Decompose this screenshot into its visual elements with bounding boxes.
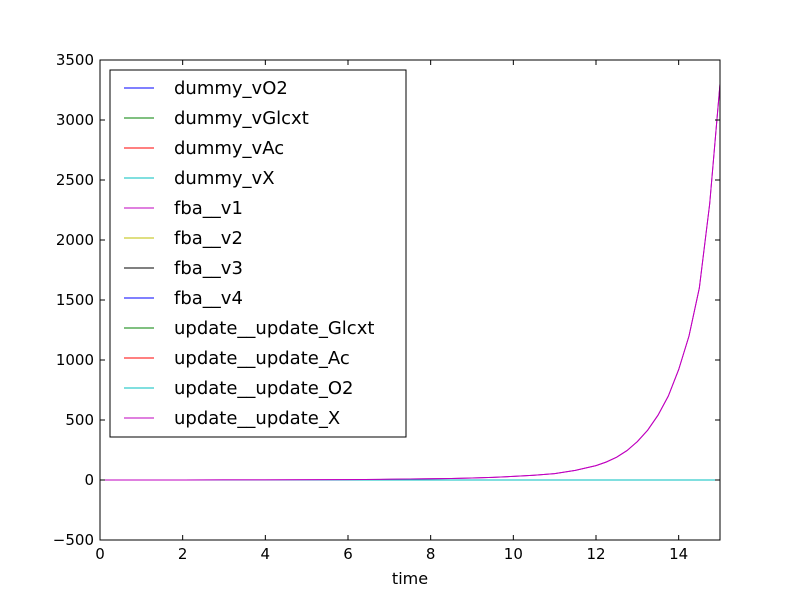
x-tick-label: 6 — [343, 545, 353, 563]
x-tick-label: 0 — [95, 545, 105, 563]
legend-label: fba__v2 — [174, 228, 243, 249]
x-tick-label: 12 — [586, 545, 605, 563]
y-tick-label: 3500 — [56, 51, 94, 69]
legend-box — [109, 69, 407, 438]
series-line-update__update_X — [100, 83, 720, 481]
y-tick-label: 500 — [65, 411, 94, 429]
x-tick-label: 10 — [504, 545, 523, 563]
legend: dummy_vO2 dummy_vGlcxt dummy_vAc dummy_vXfb… — [109, 69, 407, 438]
legend-label: dummy_vO2 — [174, 78, 288, 99]
legend-label: update__update_O2 — [174, 378, 353, 399]
y-tick-label: 1000 — [56, 351, 94, 369]
legend-label: update__update_Glcxt — [174, 318, 374, 339]
x-tick-label: 4 — [261, 545, 271, 563]
legend-label: dummy_vGlcxt — [174, 108, 309, 129]
y-tick-label: 1500 — [56, 291, 94, 309]
series-lines — [100, 83, 720, 481]
legend-label: fba__v3 — [174, 258, 243, 279]
legend-label: dummy_vX — [174, 168, 275, 189]
x-tick-label: 2 — [178, 545, 188, 563]
y-tick-label: 2000 — [56, 231, 94, 249]
y-tick-label: 2500 — [56, 171, 94, 189]
x-tick-label: 8 — [426, 545, 436, 563]
legend-label: update__update_X — [174, 408, 340, 429]
legend-label: fba__v4 — [174, 288, 243, 309]
y-tick-label: −500 — [53, 531, 94, 549]
y-tick-label: 0 — [84, 471, 94, 489]
axis-ticks: 0 2 4 6 8 10 12 14−5000500100015002000250030003… — [53, 51, 720, 563]
x-tick-label: 14 — [669, 545, 688, 563]
x-axis-label: time — [392, 569, 428, 588]
y-tick-label: 3000 — [56, 111, 94, 129]
legend-label: fba__v1 — [174, 198, 243, 219]
legend-label: dummy_vAc — [174, 138, 284, 159]
legend-label: update__update_Ac — [174, 348, 350, 369]
